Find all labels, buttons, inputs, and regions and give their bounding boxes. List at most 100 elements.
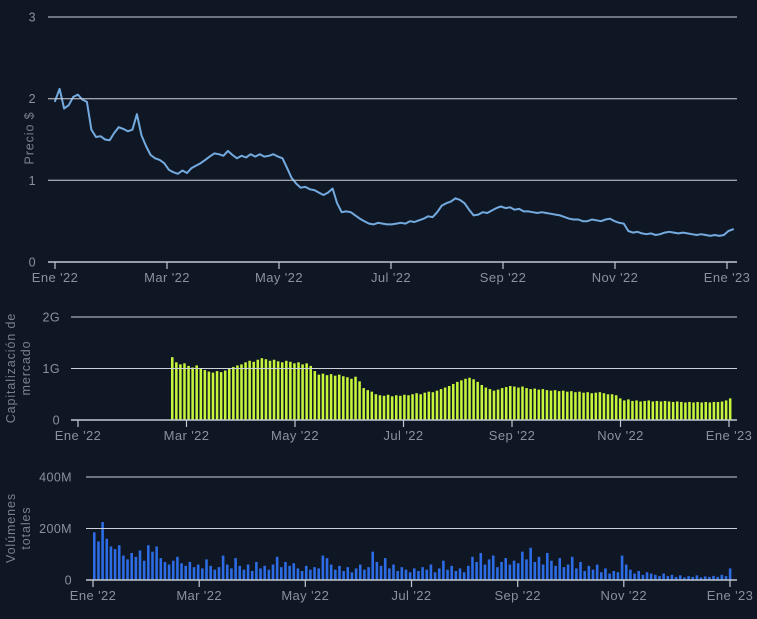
capitalizacion-bar[interactable] bbox=[215, 371, 219, 420]
volumenes-bar[interactable] bbox=[383, 558, 387, 580]
volumenes-bar[interactable] bbox=[691, 576, 695, 580]
volumenes-bar[interactable] bbox=[562, 567, 566, 581]
capitalizacion-bar[interactable] bbox=[464, 378, 467, 420]
capitalizacion-bar[interactable] bbox=[716, 401, 720, 420]
capitalizacion-bar[interactable] bbox=[175, 362, 178, 420]
volumenes-bar[interactable] bbox=[658, 576, 661, 580]
volumenes-bar[interactable] bbox=[292, 563, 296, 580]
volumenes-bar[interactable] bbox=[500, 561, 503, 580]
volumenes-bar[interactable] bbox=[142, 560, 146, 580]
volumenes-bar[interactable] bbox=[325, 558, 329, 580]
volumenes-bar[interactable] bbox=[695, 575, 699, 580]
capitalizacion-bar[interactable] bbox=[431, 392, 435, 420]
volumenes-bar[interactable] bbox=[234, 558, 237, 580]
volume-chart[interactable]: 0 200M 400M Ene '22 Mar '22 May '22 Jul '22 Sep… bbox=[0, 455, 757, 619]
capitalizacion-bar[interactable] bbox=[260, 358, 264, 420]
volumenes-bar[interactable] bbox=[171, 560, 175, 580]
capitalizacion-bar[interactable] bbox=[219, 372, 223, 420]
volumenes-bar[interactable] bbox=[433, 572, 437, 581]
capitalizacion-bar[interactable] bbox=[399, 395, 402, 420]
volumenes-bar[interactable] bbox=[321, 555, 325, 580]
volumenes-bar[interactable] bbox=[138, 550, 142, 580]
capitalizacion-bar[interactable] bbox=[317, 374, 321, 420]
volumenes-bar[interactable] bbox=[545, 552, 549, 580]
volumenes-bar[interactable] bbox=[442, 560, 445, 580]
capitalizacion-bar[interactable] bbox=[476, 381, 479, 420]
volumenes-bar[interactable] bbox=[458, 568, 462, 580]
volumenes-bar[interactable] bbox=[300, 570, 304, 580]
capitalizacion-bar[interactable] bbox=[439, 389, 443, 420]
capitalizacion-bar[interactable] bbox=[199, 368, 203, 421]
volumenes-bar[interactable] bbox=[566, 564, 570, 580]
volumenes-bar[interactable] bbox=[284, 561, 287, 580]
capitalizacion-bar[interactable] bbox=[647, 400, 650, 420]
capitalizacion-bar[interactable] bbox=[460, 380, 463, 420]
capitalizacion-bar[interactable] bbox=[675, 401, 679, 420]
volumenes-bar[interactable] bbox=[230, 568, 233, 580]
volumenes-bar[interactable] bbox=[213, 569, 217, 580]
capitalizacion-bar[interactable] bbox=[582, 392, 585, 420]
volumenes-bar[interactable] bbox=[483, 564, 487, 580]
volumenes-bar[interactable] bbox=[575, 568, 578, 580]
volumenes-bar[interactable] bbox=[699, 577, 703, 580]
volumenes-bar[interactable] bbox=[105, 538, 109, 580]
volumenes-bar[interactable] bbox=[221, 555, 225, 580]
volumenes-series[interactable] bbox=[93, 522, 732, 581]
volumenes-bar[interactable] bbox=[720, 574, 724, 580]
capitalizacion-bar[interactable] bbox=[472, 379, 475, 420]
volumenes-bar[interactable] bbox=[550, 560, 553, 580]
volumenes-bar[interactable] bbox=[496, 567, 499, 581]
volumenes-bar[interactable] bbox=[196, 564, 200, 580]
capitalizacion-bar[interactable] bbox=[594, 392, 598, 420]
volumenes-bar[interactable] bbox=[192, 567, 196, 581]
volumenes-bar[interactable] bbox=[533, 561, 537, 580]
volumenes-bar[interactable] bbox=[363, 569, 366, 580]
capitalizacion-bar[interactable] bbox=[374, 394, 378, 420]
volumenes-bar[interactable] bbox=[225, 564, 229, 580]
volumenes-bar[interactable] bbox=[600, 572, 603, 581]
capitalizacion-bar[interactable] bbox=[378, 395, 382, 420]
volumenes-bar[interactable] bbox=[413, 568, 416, 580]
capitalizacion-bar[interactable] bbox=[492, 390, 496, 420]
volumenes-bar[interactable] bbox=[525, 559, 528, 580]
volumenes-bar[interactable] bbox=[97, 541, 100, 581]
capitalizacion-bar[interactable] bbox=[623, 400, 626, 420]
volumenes-bar[interactable] bbox=[309, 569, 312, 580]
volumenes-bar[interactable] bbox=[612, 570, 616, 580]
volumenes-bar[interactable] bbox=[703, 576, 707, 580]
capitalizacion-bar[interactable] bbox=[627, 399, 630, 420]
volumenes-bar[interactable] bbox=[313, 567, 316, 581]
capitalizacion-bar[interactable] bbox=[602, 393, 606, 420]
capitalizacion-bar[interactable] bbox=[651, 401, 655, 420]
volumenes-bar[interactable] bbox=[670, 574, 674, 580]
volumenes-bar[interactable] bbox=[109, 546, 113, 581]
capitalizacion-bar[interactable] bbox=[329, 374, 333, 420]
volumenes-bar[interactable] bbox=[263, 565, 266, 580]
capitalizacion-bar[interactable] bbox=[598, 392, 602, 420]
capitalizacion-bar[interactable] bbox=[659, 401, 663, 420]
capitalizacion-bar[interactable] bbox=[692, 402, 695, 420]
volumenes-bar[interactable] bbox=[304, 565, 308, 580]
capitalizacion-bar[interactable] bbox=[337, 374, 341, 420]
precio-series[interactable] bbox=[54, 87, 734, 237]
capitalizacion-bar[interactable] bbox=[386, 394, 390, 420]
volumenes-bar[interactable] bbox=[280, 567, 283, 581]
capitalizacion-bar[interactable] bbox=[533, 388, 536, 420]
volumenes-bar[interactable] bbox=[645, 572, 649, 581]
volumenes-bar[interactable] bbox=[683, 577, 686, 580]
capitalizacion-bar[interactable] bbox=[423, 392, 427, 420]
volumenes-bar[interactable] bbox=[205, 559, 208, 580]
volumenes-bar[interactable] bbox=[379, 565, 383, 580]
capitalizacion-bar[interactable] bbox=[203, 370, 207, 420]
capitalizacion-bar[interactable] bbox=[447, 386, 451, 420]
volumenes-bar[interactable] bbox=[334, 569, 337, 580]
capitalizacion-bar[interactable] bbox=[228, 368, 231, 421]
volumenes-bar[interactable] bbox=[163, 561, 167, 580]
volumenes-bar[interactable] bbox=[624, 564, 628, 580]
capitalizacion-bar[interactable] bbox=[618, 398, 622, 420]
volumenes-bar[interactable] bbox=[425, 569, 429, 580]
capitalizacion-bar[interactable] bbox=[313, 371, 317, 420]
volumenes-bar[interactable] bbox=[188, 561, 192, 580]
capitalizacion-bar[interactable] bbox=[366, 390, 369, 420]
capitalizacion-bar[interactable] bbox=[232, 366, 235, 420]
